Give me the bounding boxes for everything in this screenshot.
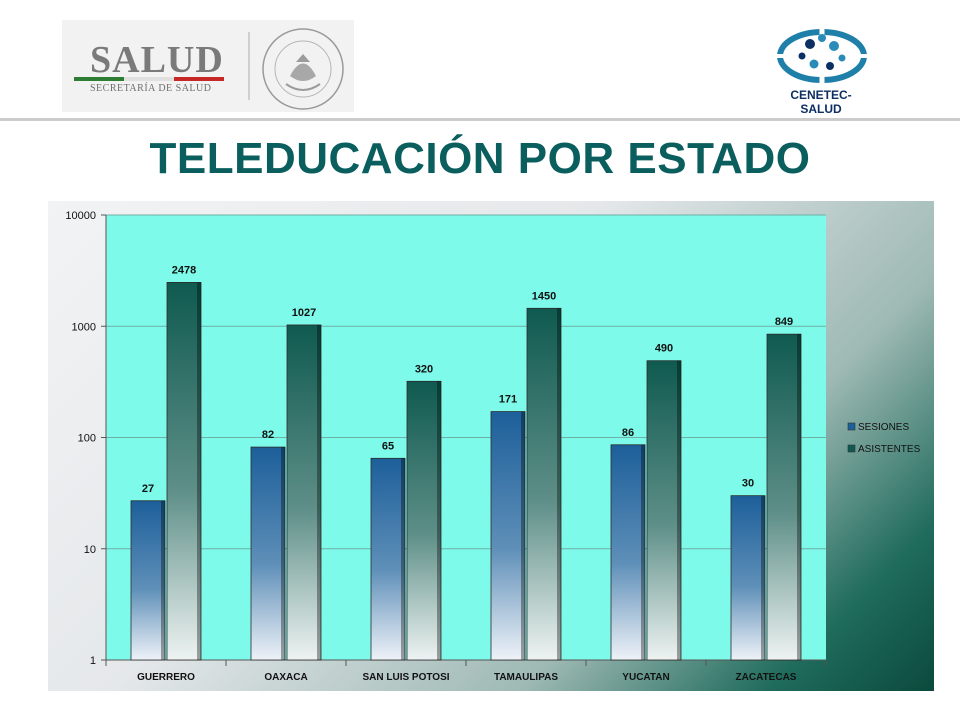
- x-tick-label: ZACATECAS: [736, 672, 797, 683]
- bar-sesiones: [610, 444, 646, 661]
- y-tick-label: 10000: [65, 210, 96, 222]
- data-label-asistentes: 2478: [172, 264, 196, 276]
- data-label-sesiones: 82: [262, 429, 274, 441]
- bar-shade: [761, 495, 765, 660]
- legend-label-asistentes: ASISTENTES: [858, 444, 921, 455]
- y-tick-label: 100: [78, 433, 96, 445]
- bar-shade: [161, 500, 165, 660]
- bar-asistentes: [406, 380, 442, 661]
- chart-frame: 1 10 100 1000 10000 GUERRERO 27 2478 OAXACA 82 102…: [48, 201, 934, 691]
- bar-asistentes: [286, 324, 322, 661]
- cenetec-logo: CENETEC-SALUD: [770, 22, 872, 116]
- bar-asistentes: [646, 360, 682, 661]
- header-divider: [0, 118, 960, 121]
- x-tick-label: GUERRERO: [137, 672, 195, 683]
- y-tick-label: 10: [84, 544, 96, 556]
- bar-shade: [521, 411, 525, 660]
- legend-swatch-sesiones: [847, 422, 856, 431]
- bar-shade: [677, 360, 681, 660]
- x-tick-label: OAXACA: [264, 672, 307, 683]
- salud-logo-rule: [74, 77, 224, 81]
- data-label-asistentes: 1027: [292, 307, 316, 319]
- y-tick-label: 1: [90, 655, 96, 667]
- data-label-asistentes: 1450: [532, 290, 556, 302]
- data-label-sesiones: 86: [622, 427, 634, 439]
- bar-asistentes: [526, 307, 562, 661]
- bar-shade: [281, 447, 285, 660]
- data-label-sesiones: 65: [382, 440, 394, 452]
- bar-shade: [557, 308, 561, 660]
- x-tick-label: TAMAULIPAS: [494, 672, 558, 683]
- legend-swatch-asistentes: [847, 444, 856, 453]
- bar-asistentes: [766, 333, 802, 661]
- y-tick-label: 1000: [72, 321, 96, 333]
- bar-shade: [437, 381, 441, 660]
- bar-sesiones: [130, 500, 166, 661]
- bar-sesiones: [730, 495, 766, 661]
- legend-label-sesiones: SESIONES: [858, 422, 909, 433]
- header: SALUD SECRETARÍA DE SALUD CENETEC-SALU: [0, 0, 960, 118]
- data-label-sesiones: 30: [742, 478, 754, 490]
- bar-shade: [797, 334, 801, 660]
- bar-sesiones: [250, 446, 286, 661]
- cenetec-logo-label: CENETEC-SALUD: [790, 88, 852, 116]
- bar-shade: [197, 282, 201, 660]
- national-seal-icon: [262, 28, 344, 110]
- bar-chart: 1 10 100 1000 10000 GUERRERO 27 2478 OAXACA 82 102…: [65, 210, 921, 683]
- cenetec-emblem-icon: [776, 24, 868, 86]
- bar-sesiones: [370, 457, 406, 661]
- page-title: TELEDUCACIÓN POR ESTADO: [149, 134, 811, 183]
- data-label-sesiones: 171: [499, 394, 517, 406]
- bar-shade: [317, 324, 321, 660]
- salud-logo: SALUD SECRETARÍA DE SALUD: [62, 20, 354, 112]
- x-tick-label: YUCATAN: [622, 672, 669, 683]
- logo-divider: [248, 32, 250, 100]
- data-label-asistentes: 490: [655, 343, 673, 355]
- bar-sesiones: [490, 411, 526, 661]
- data-label-sesiones: 27: [142, 483, 154, 495]
- data-label-asistentes: 849: [775, 316, 793, 328]
- salud-logo-word: SALUD: [90, 39, 224, 81]
- x-tick-label: SAN LUIS POTOSI: [362, 672, 449, 683]
- bar-shade: [401, 458, 405, 660]
- bar-asistentes: [166, 282, 202, 661]
- bar-shade: [641, 444, 645, 660]
- data-label-asistentes: 320: [415, 363, 433, 375]
- salud-logo-subtitle: SECRETARÍA DE SALUD: [90, 83, 212, 94]
